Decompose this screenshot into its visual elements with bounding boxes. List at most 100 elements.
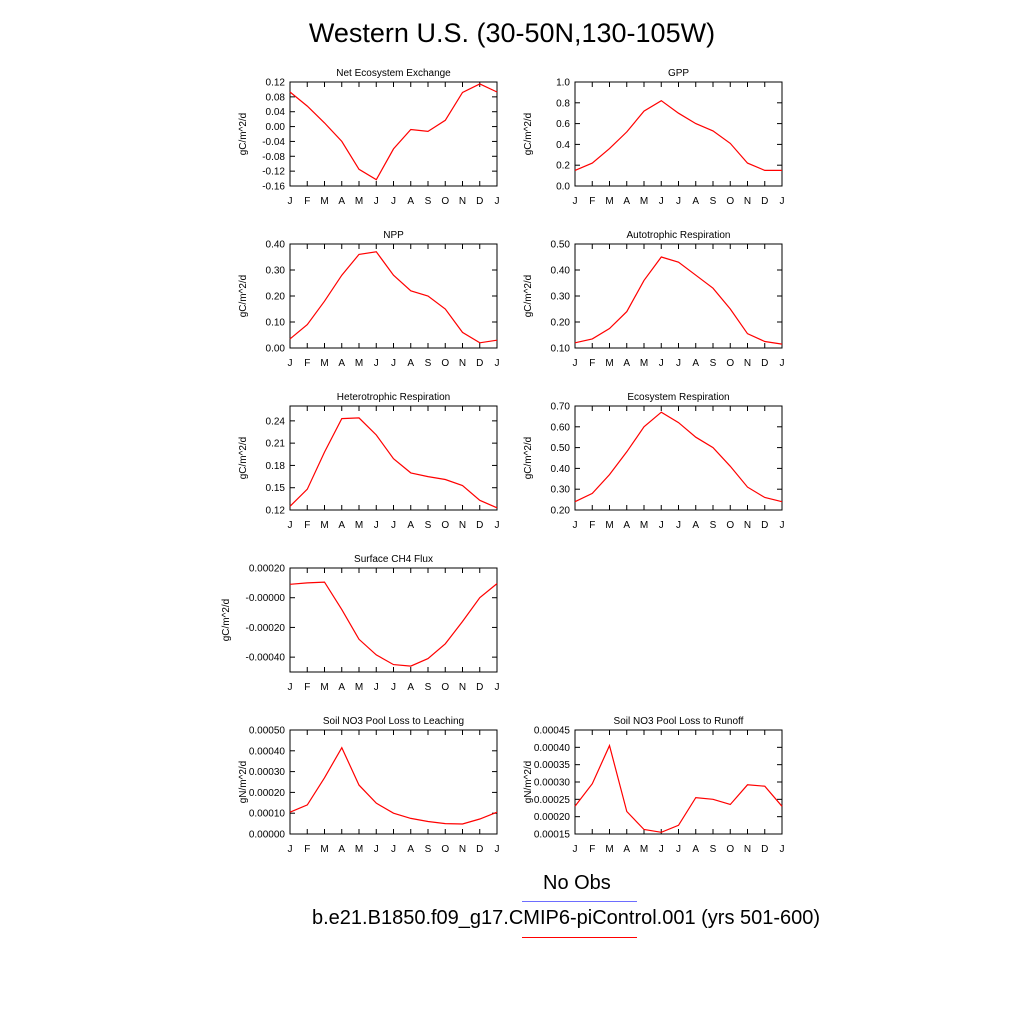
y-tick-label: 0.00000: [249, 830, 286, 841]
x-tick-label: D: [761, 844, 768, 855]
y-axis-label: gC/m^2/d: [523, 275, 534, 318]
x-tick-label: N: [459, 844, 466, 855]
legend-model-label: b.e21.B1850.f09_g17.CMIP6-piControl.001 …: [312, 907, 821, 929]
x-tick-label: A: [407, 196, 414, 207]
x-tick-label: M: [320, 682, 328, 693]
series-line: [574, 256, 783, 345]
x-tick-label: J: [573, 844, 578, 855]
y-tick-label: 0.50: [551, 240, 571, 251]
x-tick-label: O: [441, 196, 449, 207]
x-tick-label: J: [676, 844, 681, 855]
x-tick-label: J: [780, 358, 785, 369]
x-tick-label: D: [761, 358, 768, 369]
x-tick-label: M: [605, 520, 613, 531]
y-tick-label: 0.04: [266, 107, 286, 118]
x-tick-label: J: [495, 196, 500, 207]
panel-title: NPP: [383, 230, 404, 241]
plot-frame: [574, 243, 783, 349]
x-tick-label: A: [338, 520, 345, 531]
x-tick-label: J: [676, 196, 681, 207]
x-tick-label: M: [320, 358, 328, 369]
page-title: Western U.S. (30-50N,130-105W): [308, 18, 716, 48]
x-tick-label: J: [780, 196, 785, 207]
y-axis-label: gC/m^2/d: [238, 113, 249, 156]
y-tick-label: 0.6: [556, 119, 570, 130]
x-tick-label: S: [425, 682, 432, 693]
series-line: [289, 83, 498, 181]
y-tick-label: 0.0: [556, 182, 570, 193]
x-tick-label: J: [780, 520, 785, 531]
y-tick-label: 0.12: [266, 506, 286, 517]
x-tick-label: F: [304, 844, 310, 855]
y-tick-label: 0.00030: [249, 767, 286, 778]
x-tick-label: F: [304, 682, 310, 693]
y-tick-label: 0.00035: [534, 760, 571, 771]
y-tick-label: 0.8: [556, 98, 570, 109]
x-tick-label: J: [495, 682, 500, 693]
x-tick-label: J: [391, 520, 396, 531]
x-tick-label: M: [355, 358, 363, 369]
x-tick-label: J: [391, 844, 396, 855]
y-tick-label: 0.00045: [534, 726, 571, 737]
plot-frame: [289, 243, 498, 349]
y-tick-label: 0.10: [551, 344, 571, 355]
x-tick-label: J: [495, 844, 500, 855]
x-tick-label: J: [374, 196, 379, 207]
x-tick-label: J: [288, 682, 293, 693]
x-tick-label: J: [391, 196, 396, 207]
x-tick-label: M: [605, 358, 613, 369]
y-tick-label: 0.00040: [249, 746, 286, 757]
x-tick-label: F: [589, 844, 595, 855]
legend-model-line: [522, 937, 637, 938]
chart-panel-8: Soil NO3 Pool Loss to RunoffgN/m^2/d0.00…: [523, 716, 785, 855]
plot-frame: [289, 729, 498, 835]
x-tick-label: M: [640, 520, 648, 531]
y-tick-label: 0.15: [266, 483, 286, 494]
x-tick-label: D: [476, 520, 483, 531]
x-tick-label: J: [573, 358, 578, 369]
y-tick-label: -0.12: [262, 167, 285, 178]
x-tick-label: J: [495, 358, 500, 369]
y-tick-label: 0.20: [551, 506, 571, 517]
x-tick-label: J: [374, 358, 379, 369]
x-tick-label: J: [288, 844, 293, 855]
x-tick-label: M: [320, 844, 328, 855]
plot-frame: [574, 405, 783, 511]
y-tick-label: -0.04: [262, 137, 285, 148]
y-tick-label: 0.00020: [249, 564, 286, 575]
x-tick-label: A: [692, 358, 699, 369]
x-tick-label: A: [338, 196, 345, 207]
series-line: [289, 251, 498, 344]
x-tick-label: M: [320, 196, 328, 207]
x-tick-label: J: [391, 682, 396, 693]
x-tick-label: O: [441, 844, 449, 855]
x-tick-label: M: [605, 196, 613, 207]
plot-frame: [289, 567, 498, 673]
plot-frame: [574, 81, 783, 187]
panel-title: Soil NO3 Pool Loss to Runoff: [614, 716, 744, 727]
x-tick-label: J: [659, 520, 664, 531]
x-tick-label: A: [338, 358, 345, 369]
x-tick-label: S: [425, 196, 432, 207]
panel-title: Heterotrophic Respiration: [337, 392, 450, 403]
y-tick-label: 0.2: [556, 161, 570, 172]
x-tick-label: N: [459, 358, 466, 369]
x-tick-label: J: [573, 196, 578, 207]
y-tick-label: 0.70: [551, 402, 571, 413]
x-tick-label: D: [761, 520, 768, 531]
y-tick-label: -0.08: [262, 152, 285, 163]
x-tick-label: F: [304, 358, 310, 369]
x-tick-label: O: [441, 682, 449, 693]
plot-frame: [574, 729, 783, 835]
y-tick-label: 0.00050: [249, 726, 286, 737]
series-line: [289, 746, 498, 825]
x-tick-label: M: [355, 196, 363, 207]
y-axis-label: gC/m^2/d: [523, 437, 534, 480]
x-tick-label: A: [623, 844, 630, 855]
x-tick-label: J: [288, 358, 293, 369]
x-tick-label: O: [441, 520, 449, 531]
x-tick-label: J: [780, 844, 785, 855]
x-tick-label: S: [710, 844, 717, 855]
